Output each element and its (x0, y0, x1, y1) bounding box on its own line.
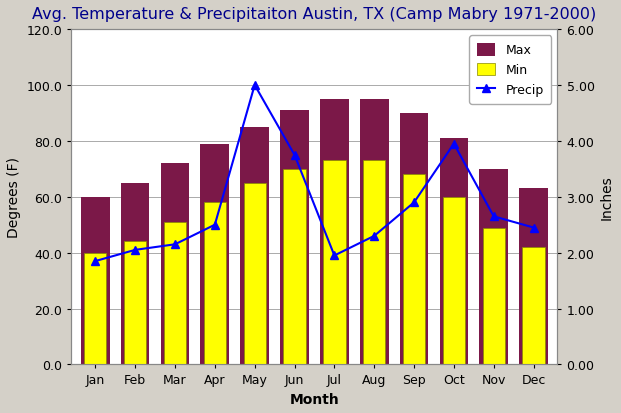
Bar (440, 139, 468, 365)
Bar (519, 189, 548, 365)
Line: Precip: Precip (91, 82, 538, 266)
Bar (243, 183, 266, 365)
Bar (161, 164, 189, 365)
Bar (240, 128, 269, 365)
Bar (443, 197, 465, 365)
Bar (164, 222, 186, 365)
Y-axis label: Degrees (F): Degrees (F) (7, 157, 21, 238)
Title: Avg. Temperature & Precipitaiton Austin, TX (Camp Mabry 1971-2000): Avg. Temperature & Precipitaiton Austin,… (32, 7, 597, 22)
Precip (530, 225, 537, 230)
Precip (132, 248, 139, 253)
Precip (251, 83, 258, 88)
Precip (171, 242, 179, 247)
Precip (490, 214, 497, 219)
Bar (363, 161, 386, 365)
Legend: Max, Min, Precip: Max, Min, Precip (469, 36, 551, 104)
Bar (121, 183, 150, 365)
Bar (280, 111, 309, 365)
X-axis label: Month: Month (289, 392, 339, 406)
Precip (450, 142, 458, 147)
Precip (410, 200, 418, 205)
Bar (360, 100, 389, 365)
Precip (291, 153, 298, 158)
Bar (479, 169, 508, 365)
Bar (204, 203, 226, 365)
Bar (400, 114, 428, 365)
Bar (320, 100, 349, 365)
Bar (81, 197, 110, 365)
Bar (124, 242, 147, 365)
Precip (211, 223, 219, 228)
Bar (201, 144, 229, 365)
Precip (91, 259, 99, 264)
Precip (371, 234, 378, 239)
Bar (483, 228, 505, 365)
Bar (522, 247, 545, 365)
Precip (330, 253, 338, 258)
Bar (323, 161, 345, 365)
Y-axis label: Inches: Inches (600, 175, 614, 220)
Bar (283, 169, 306, 365)
Bar (84, 253, 106, 365)
Bar (403, 175, 425, 365)
